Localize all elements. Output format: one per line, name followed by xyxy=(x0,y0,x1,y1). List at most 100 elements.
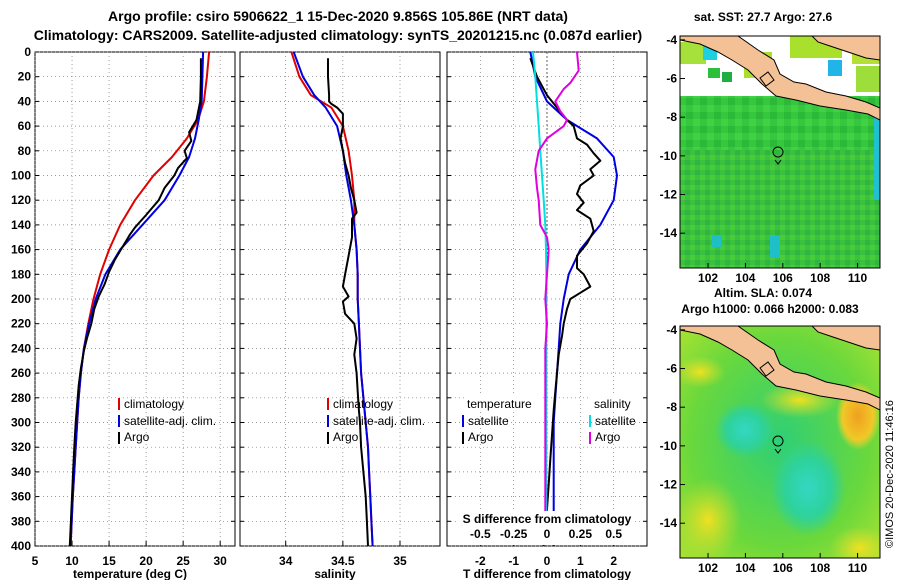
lon-tick-label: 102 xyxy=(698,561,718,575)
land-borneo xyxy=(811,326,880,351)
series-line-s-argo xyxy=(534,51,580,546)
land-borneo xyxy=(811,36,880,61)
lon-tick-label: 106 xyxy=(773,271,793,285)
lon-tick-label: 104 xyxy=(735,271,755,285)
land-sumatra-java xyxy=(680,326,880,411)
legend-argo-label: Argo xyxy=(124,430,150,444)
sst-warm-patch xyxy=(680,42,706,64)
temperature-xlabel: temperature (deg C) xyxy=(73,567,187,580)
s-diff-tick-label: 0.5 xyxy=(605,527,622,541)
legend-s-satellite-label: satellite xyxy=(595,414,636,428)
depth-tick-label: 300 xyxy=(11,416,31,430)
sst-map-field xyxy=(680,36,880,268)
sst-patch xyxy=(708,68,720,78)
depth-tick-label: 220 xyxy=(11,317,31,331)
sst-map-title: sat. SST: 27.7 Argo: 27.6 xyxy=(694,10,833,24)
legend-climatology-label: climatology xyxy=(333,397,393,411)
depth-tick-label: 400 xyxy=(11,539,31,553)
lat-tick-label: -12 xyxy=(660,478,678,492)
t-difference-xlabel: T difference from climatology xyxy=(463,567,631,580)
figure-title-line1: Argo profile: csiro 5906622_1 15-Dec-202… xyxy=(108,8,568,24)
legend-temperature-title: temperature xyxy=(467,397,532,411)
lat-tick-label: -4 xyxy=(666,33,677,47)
sst-cool-patch xyxy=(770,236,780,258)
lat-tick-label: -14 xyxy=(660,516,678,530)
argo-float-marker xyxy=(772,435,784,447)
legend-s-argo-label: Argo xyxy=(595,430,621,444)
legend-bg xyxy=(465,396,541,410)
sst-patch xyxy=(722,72,732,82)
t-difference-tick-labels: -2 -1 0 1 2 xyxy=(475,554,617,568)
series-line-t-satellite xyxy=(529,51,618,546)
lon-tick-label: 106 xyxy=(773,561,793,575)
lat-tick-label: -8 xyxy=(666,400,677,414)
depth-tick-label: 160 xyxy=(11,243,31,257)
depth-tick-label: 200 xyxy=(11,292,31,306)
lon-tick-label: 108 xyxy=(810,271,830,285)
depth-tick-label: 120 xyxy=(11,193,31,207)
lat-tick-label: -12 xyxy=(660,188,678,202)
depth-tick-label: 20 xyxy=(18,70,32,84)
x-tick-label: 20 xyxy=(139,554,153,568)
depth-tick-label: 240 xyxy=(11,341,31,355)
x-tick-label: 25 xyxy=(176,554,190,568)
salinity-series xyxy=(290,51,374,547)
x-tick-label: 35 xyxy=(393,554,407,568)
sla-low-eddy xyxy=(715,402,775,458)
lat-tick-label: -6 xyxy=(666,362,677,376)
x-tick-label: 30 xyxy=(214,554,228,568)
legend-satellite-label: satellite-adj. clim. xyxy=(333,414,425,428)
sla-low-eddy xyxy=(770,440,846,536)
lon-tick-label: 104 xyxy=(735,561,755,575)
salinity-legend: climatology satellite-adj. clim. Argo xyxy=(327,397,425,444)
lon-tick-label: 110 xyxy=(848,271,868,285)
temperature-grid xyxy=(34,51,235,547)
sla-high-eddy xyxy=(680,356,726,388)
temperature-panel: 0 20 40 60 80 100 120 140 160 180 200 220 240 260 280 3… xyxy=(11,45,236,580)
lon-tick-label: 102 xyxy=(698,271,718,285)
legend-satellite-label: satellite-adj. clim. xyxy=(124,414,216,428)
lon-tick-label: 110 xyxy=(848,561,868,575)
series-line-satellite-adj-clim- xyxy=(69,51,205,547)
x-tick-label: -2 xyxy=(475,554,486,568)
depth-tick-label: 140 xyxy=(11,218,31,232)
depth-tick-label: 380 xyxy=(11,514,31,528)
s-difference-tick-labels: -0.5 -0.25 0 0.25 0.5 xyxy=(470,527,622,541)
sla-map-ticks: 102 104 106 108 110 -4 -6 -8 -10 -12 -14 xyxy=(660,323,868,575)
depth-tick-label: 180 xyxy=(11,267,31,281)
s-diff-tick-label: 0 xyxy=(544,527,551,541)
legend-salinity-title: salinity xyxy=(594,397,631,411)
x-tick-label: 10 xyxy=(65,554,79,568)
depth-tick-label: 40 xyxy=(18,94,32,108)
argo-float-track xyxy=(774,159,782,165)
sst-warm-patch xyxy=(856,66,880,92)
s-diff-tick-label: -0.5 xyxy=(470,527,491,541)
legend-t-satellite-label: satellite xyxy=(468,414,509,428)
lat-tick-label: -4 xyxy=(666,323,677,337)
depth-tick-label: 100 xyxy=(11,169,31,183)
legend-argo-label: Argo xyxy=(333,430,359,444)
x-tick-label: 1 xyxy=(577,554,584,568)
depth-tick-label: 280 xyxy=(11,391,31,405)
copyright-notice: ©IMOS 20-Dec-2020 11:46:16 xyxy=(884,400,896,548)
series-line-argo xyxy=(68,58,202,547)
sst-cool-patch xyxy=(712,235,722,247)
salinity-panel: 34 34.5 35 salinity climatology satellite-… xyxy=(239,51,441,580)
difference-series xyxy=(529,51,618,547)
sla-high-eddy xyxy=(830,526,880,558)
land-sumatra-java xyxy=(680,36,880,121)
lat-tick-label: -10 xyxy=(660,439,678,453)
s-difference-xlabel: S difference from climatology xyxy=(463,512,632,526)
sst-cool-patch xyxy=(828,60,842,76)
sla-map-title: Altim. SLA: 0.074 xyxy=(714,286,812,300)
temperature-legend: climatology satellite-adj. clim. Argo xyxy=(118,397,216,444)
legend-climatology-label: climatology xyxy=(124,397,184,411)
sla-map-subtitle: Argo h1000: 0.066 h2000: 0.083 xyxy=(681,302,859,316)
salinity-tick-labels: 34 34.5 35 xyxy=(279,554,407,568)
depth-tick-label: 0 xyxy=(24,45,31,59)
temperature-series xyxy=(68,51,211,547)
sla-map-field xyxy=(680,326,880,558)
argo-float-track xyxy=(774,448,782,454)
x-tick-label: 34 xyxy=(279,554,293,568)
series-line-argo xyxy=(327,58,369,547)
